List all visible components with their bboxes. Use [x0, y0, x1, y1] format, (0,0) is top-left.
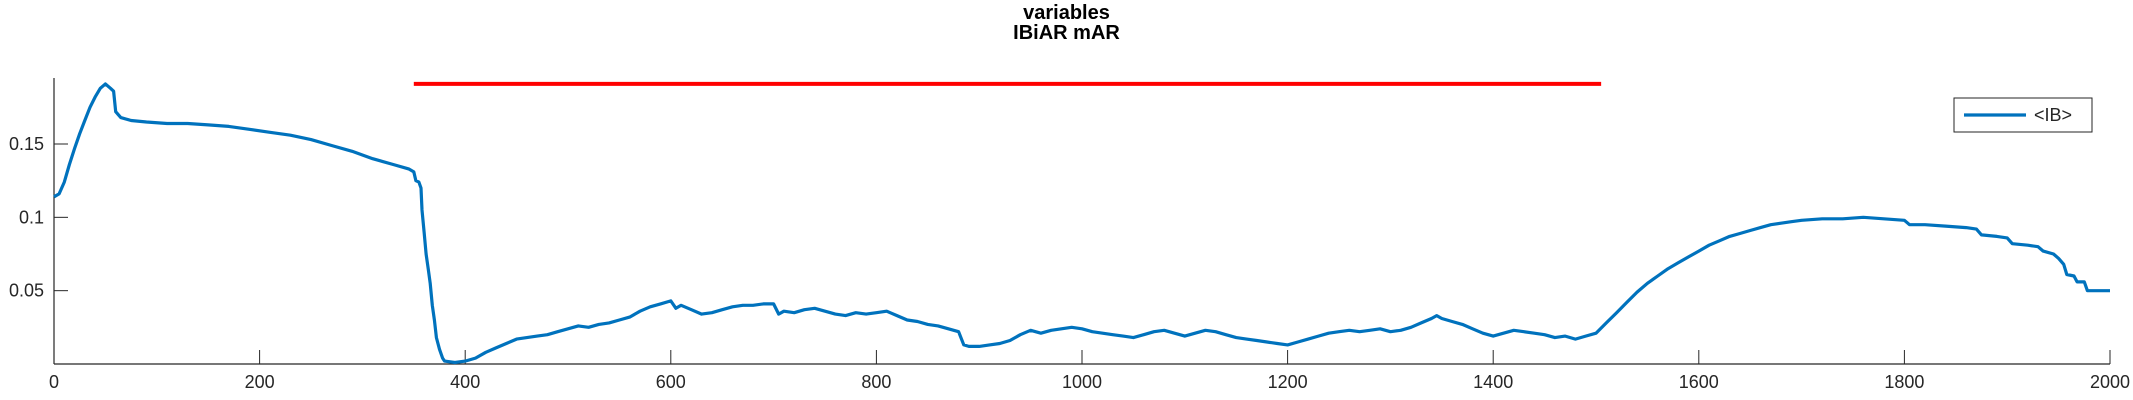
chart-title-line-2: IBiAR mAR [1013, 22, 1120, 44]
x-tick-label: 1000 [1062, 372, 1102, 392]
legend-label: <IB> [2034, 105, 2072, 125]
series-layer [53, 81, 2110, 365]
x-tick-label: 1800 [1884, 372, 1924, 392]
x-tick-label: 2000 [2090, 372, 2130, 392]
x-tick-label: 600 [656, 372, 686, 392]
x-tick-label: 1200 [1268, 372, 1308, 392]
x-tick-label: 1600 [1679, 372, 1719, 392]
ticks: 0 200 400 600 800 1000 1200 1400 1600 1800 2000 0.0… [9, 134, 2130, 392]
chart-title-line-1: variables [1023, 2, 1110, 24]
x-tick-label: 200 [245, 372, 275, 392]
legend: <IB> [1953, 97, 2093, 133]
x-tick-label: 800 [861, 372, 891, 392]
y-tick-label: 0.1 [19, 207, 44, 227]
series-line-ib [53, 82, 2110, 365]
x-tick-label: 1400 [1473, 372, 1513, 392]
x-tick-label: 400 [450, 372, 480, 392]
y-tick-label: 0.05 [9, 281, 44, 301]
y-tick-label: 0.15 [9, 134, 44, 154]
x-tick-label: 0 [49, 372, 59, 392]
